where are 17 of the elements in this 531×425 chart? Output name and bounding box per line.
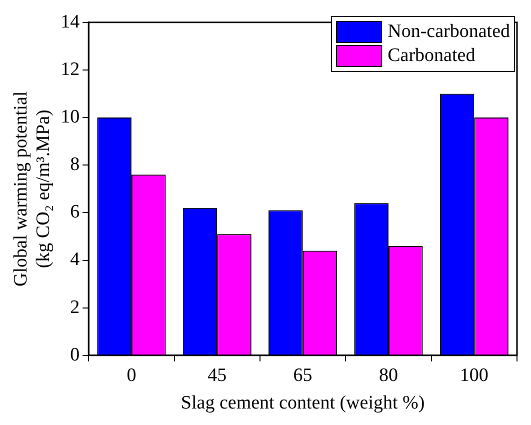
y-tick-label: 6 <box>70 202 80 223</box>
y-tick-label: 14 <box>60 11 80 32</box>
x-tick-label: 0 <box>126 364 136 386</box>
x-tick-label: 45 <box>208 364 227 386</box>
x-tick-label: 65 <box>293 364 312 386</box>
y-tick-label: 2 <box>70 296 80 318</box>
x-axis-title: Slag cement content (weight %) <box>180 392 425 414</box>
legend-label: Carbonated <box>388 45 476 67</box>
y-tick-label: 12 <box>60 58 80 80</box>
x-tick-label: 80 <box>378 364 398 386</box>
y-tick-label: 0 <box>70 344 80 366</box>
y-tick-label: 8 <box>70 154 80 176</box>
x-tick-label: 100 <box>460 364 488 386</box>
legend-label: Non-carbonated <box>388 21 510 43</box>
y-tick-label: 4 <box>70 249 80 270</box>
y-axis-title: Global warming potential (kg CO₂ eq/m³.MPa) <box>10 91 54 287</box>
y-tick-label: 10 <box>60 106 80 128</box>
